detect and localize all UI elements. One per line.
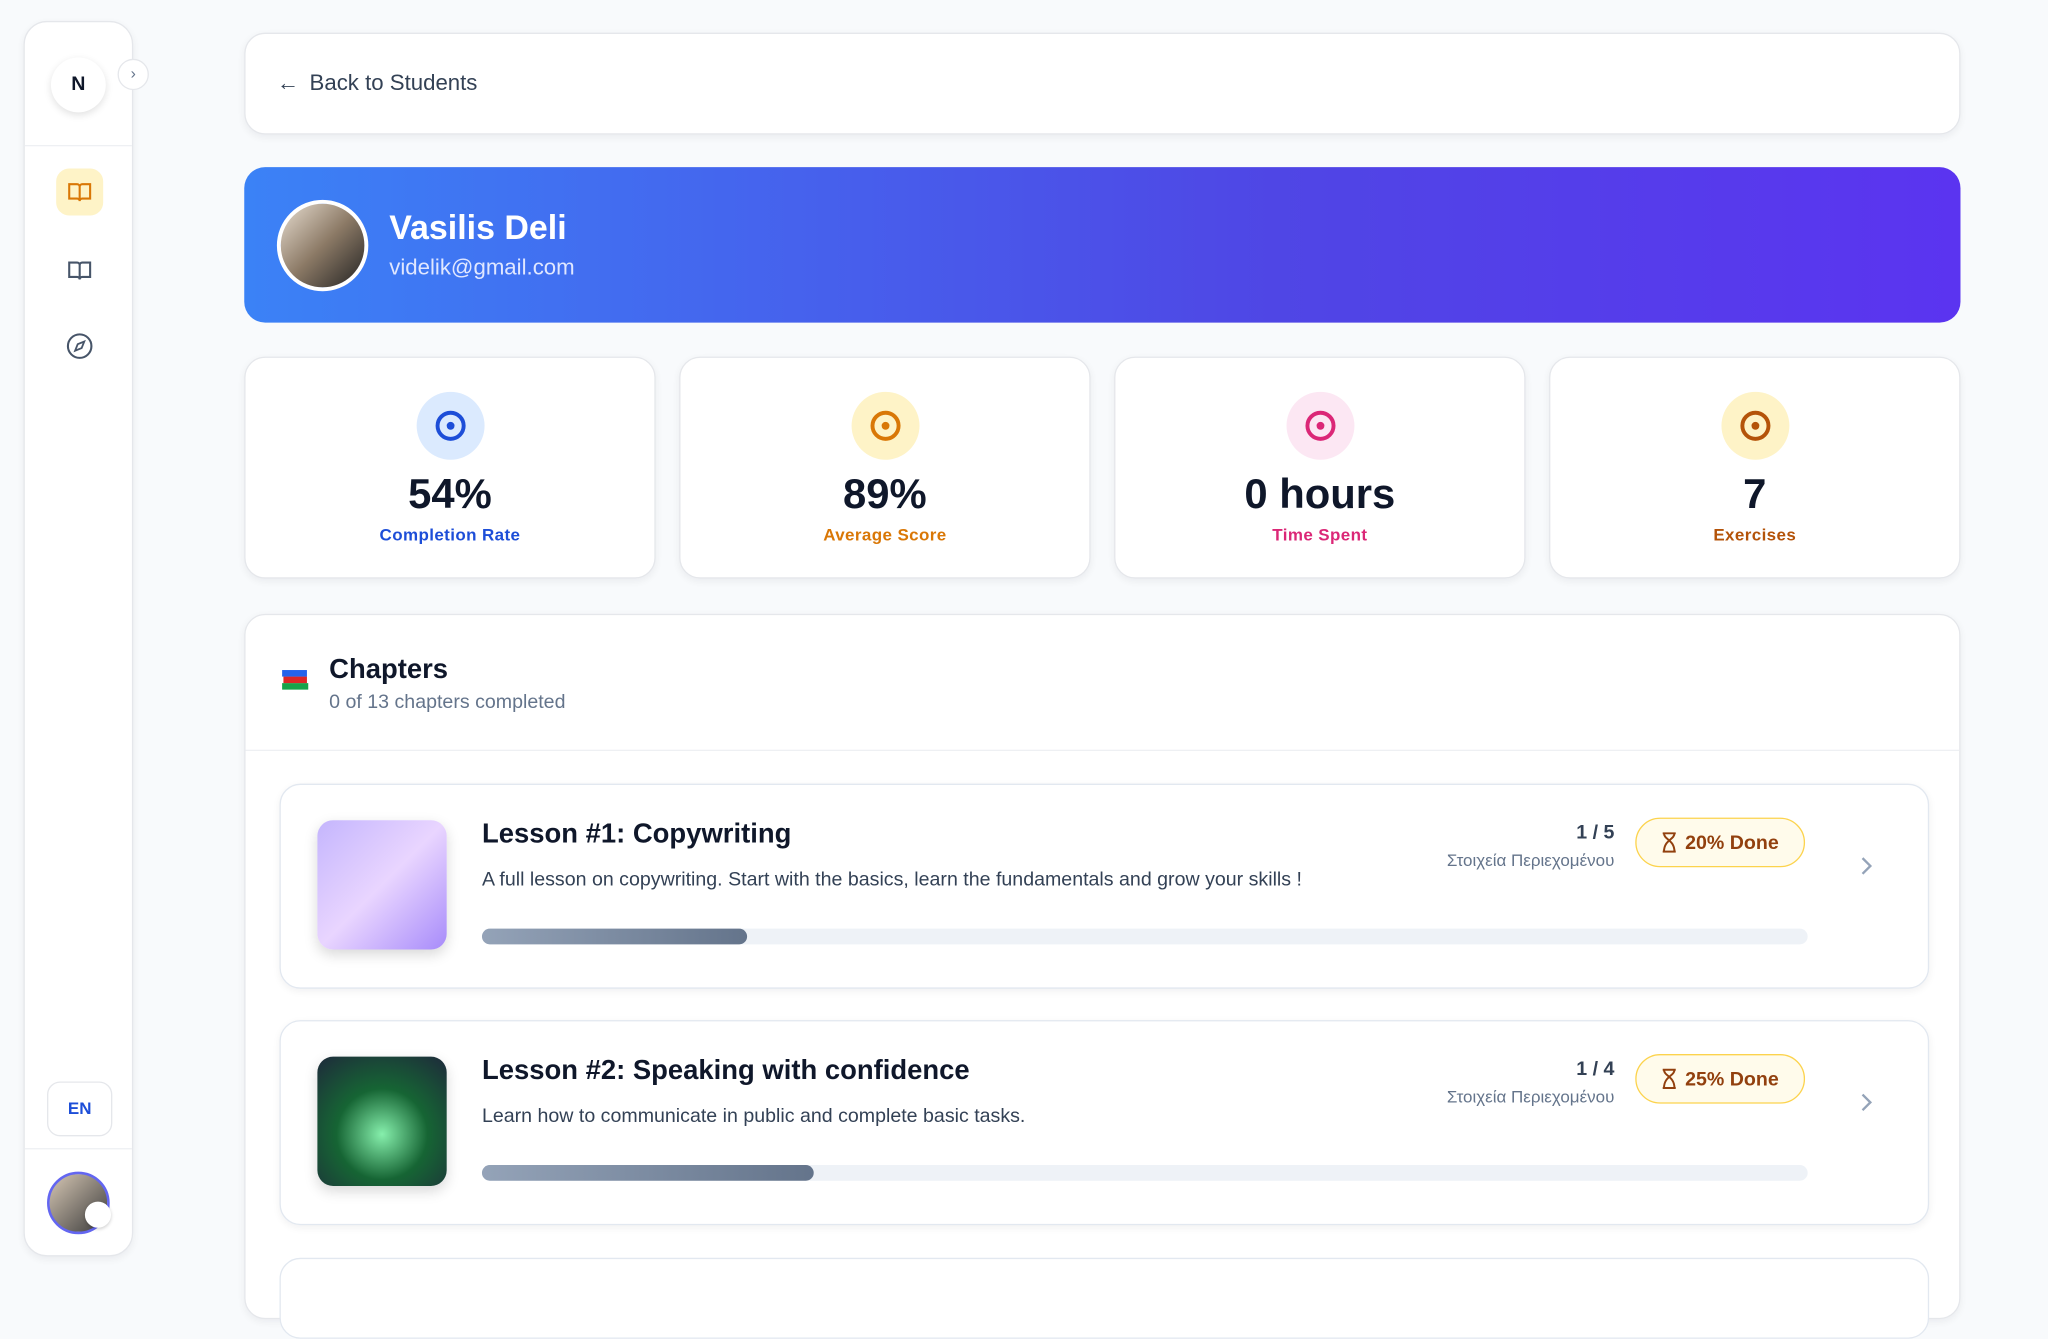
lesson-count: 1 / 4 — [1576, 1057, 1615, 1081]
stat-label: Time Spent — [1272, 525, 1368, 545]
status-badge: 25% Done — [1635, 1054, 1806, 1104]
stat-value: 0 hours — [1244, 470, 1396, 518]
back-link[interactable]: ← Back to Students — [276, 70, 478, 96]
stat-label: Average Score — [823, 525, 947, 545]
stat-icon — [1721, 391, 1790, 460]
divider — [24, 1148, 132, 1150]
expand-button[interactable]: › — [117, 58, 149, 91]
progress-fill — [481, 928, 748, 945]
back-bar: ← Back to Students — [244, 32, 1961, 135]
stage: N › EN ← Back to Students Vasilis Deli vi… — [23, 20, 1961, 1339]
sidebar: N › EN — [23, 20, 149, 1257]
lesson-meta: Στοιχεία Περιεχομένου — [1446, 1086, 1615, 1107]
chapters-subtitle: 0 of 13 chapters completed — [329, 690, 566, 714]
back-text[interactable]: Back to Students — [309, 70, 478, 96]
stat-icon — [416, 391, 485, 460]
divider — [24, 144, 132, 147]
lesson-card[interactable]: Lesson #1: Copywriting A full lesson on c… — [279, 783, 1930, 989]
progress-track — [481, 1165, 1808, 1181]
lesson-thumbnail — [317, 820, 447, 950]
avatar-badge — [84, 1201, 112, 1228]
stat-icon — [1286, 391, 1355, 460]
lesson-description: Learn how to communicate in public and c… — [481, 1104, 1026, 1128]
language-switch[interactable]: EN — [47, 1081, 113, 1137]
lesson-title: Lesson #1: Copywriting — [481, 818, 792, 849]
divider — [245, 749, 1960, 752]
page: N › EN ← Back to Students Vasilis Deli vi… — [23, 20, 1961, 1339]
profile-banner: Vasilis Deli videlik@gmail.com — [244, 167, 1961, 323]
nav-explore[interactable] — [56, 323, 103, 370]
lesson-meta: Στοιχεία Περιεχομένου — [1446, 850, 1615, 870]
lesson-thumbnail — [317, 1056, 447, 1186]
nav-library[interactable] — [56, 247, 103, 294]
chapters-title: Chapters — [329, 654, 449, 685]
stat-label: Exercises — [1713, 525, 1797, 545]
stat-icon — [851, 391, 920, 460]
lesson-card[interactable]: Lesson #2: Speaking with confidence Learn… — [279, 1020, 1930, 1226]
stat-card: 0 hours Time Spent — [1114, 356, 1526, 579]
nav-courses[interactable] — [56, 168, 104, 216]
profile-avatar — [276, 199, 369, 292]
stat-value: 54% — [408, 470, 492, 518]
stat-value: 89% — [843, 470, 927, 518]
chevron[interactable] — [1859, 1092, 1875, 1119]
progress-fill — [481, 1165, 814, 1181]
status-text: 25% Done — [1685, 1067, 1779, 1090]
books-icon — [282, 670, 309, 690]
logo[interactable]: N — [50, 57, 106, 113]
profile-email: videlik@gmail.com — [389, 254, 575, 280]
chapters-card: Chapters 0 of 13 chapters completed Less… — [244, 613, 1961, 1339]
stat-value: 7 — [1743, 470, 1767, 518]
profile-name: Vasilis Deli — [389, 207, 567, 247]
chevron[interactable] — [1859, 856, 1875, 883]
stat-card: 89% Average Score — [679, 356, 1091, 579]
stat-card: 54% Completion Rate — [244, 356, 656, 579]
stat-card: 7 Exercises — [1549, 356, 1961, 579]
status-badge: 20% Done — [1635, 817, 1806, 868]
lesson-count: 1 / 5 — [1576, 821, 1615, 844]
stat-label: Completion Rate — [379, 525, 521, 545]
lesson-card[interactable] — [279, 1257, 1930, 1339]
lesson-description: A full lesson on copywriting. Start with… — [481, 868, 1302, 891]
progress-track — [481, 928, 1808, 945]
lesson-title: Lesson #2: Speaking with confidence — [481, 1055, 970, 1086]
status-text: 20% Done — [1685, 831, 1779, 854]
